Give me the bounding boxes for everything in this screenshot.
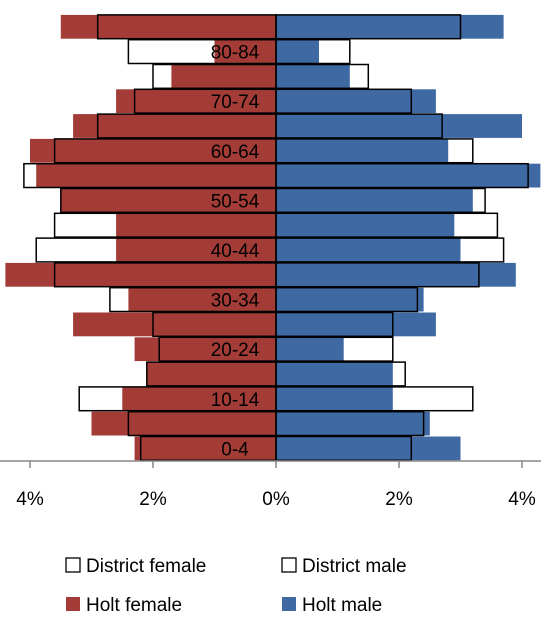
holt-male-bar-70-74 xyxy=(276,89,436,114)
holt-female-bar-25-29 xyxy=(73,312,276,337)
district-male-bar-20-24 xyxy=(275,336,394,362)
x-tick-label: 0% xyxy=(262,489,290,510)
legend-swatch-district-female xyxy=(65,557,81,573)
district-male-bar-80-84 xyxy=(275,38,351,65)
district-male-bar-35-39 xyxy=(275,262,480,288)
x-tick-label: 2% xyxy=(139,489,167,510)
holt-female-bar-10-14 xyxy=(122,386,277,411)
age-label-80-84: 80-84 xyxy=(211,43,260,64)
holt-male-bar-25-29 xyxy=(276,312,436,337)
legend-label-district-female: District female xyxy=(86,556,206,577)
holt-male-bar-65-69 xyxy=(276,114,522,138)
district-male-bar-50-54 xyxy=(275,187,486,214)
holt-male-bar-35-39 xyxy=(276,262,516,287)
holt-male-bar-85+ xyxy=(276,14,504,39)
holt-female-bar-50-54 xyxy=(60,188,277,213)
holt-bars-group xyxy=(5,14,541,461)
district-bars-group xyxy=(23,14,529,462)
holt-female-bar-20-24 xyxy=(134,337,276,362)
holt-female-bar-0-4 xyxy=(134,436,276,461)
holt-female-bar-65-69 xyxy=(73,114,276,138)
legend-swatch-holt-male xyxy=(282,597,296,611)
holt-male-bar-15-19 xyxy=(276,362,393,386)
legend-label-holt-male: Holt male xyxy=(302,595,382,616)
holt-female-bar-75-79 xyxy=(171,64,276,89)
age-labels-group: 0-4 10-14 20-24 30-34 40-44 50-54 60-64 70-74 80… xyxy=(211,43,260,461)
district-male-bar-60-64 xyxy=(275,138,474,164)
holt-male-bar-40-44 xyxy=(276,238,461,262)
age-label-20-24: 20-24 xyxy=(211,340,260,361)
holt-female-bar-35-39 xyxy=(5,262,277,287)
holt-female-bar-15-19 xyxy=(146,362,276,386)
age-label-70-74: 70-74 xyxy=(211,92,260,113)
holt-female-bar-85+ xyxy=(60,14,277,39)
age-label-60-64: 60-64 xyxy=(211,142,260,163)
holt-female-bar-80-84 xyxy=(214,39,276,64)
holt-male-bar-0-4 xyxy=(276,436,461,461)
district-male-bar-45-49 xyxy=(275,212,499,238)
legend-label-district-male: District male xyxy=(302,556,407,577)
holt-male-bar-45-49 xyxy=(276,213,455,238)
x-tick-label: 4% xyxy=(508,489,536,510)
age-label-30-34: 30-34 xyxy=(211,291,260,312)
district-male-bar-40-44 xyxy=(275,237,505,263)
holt-male-bar-60-64 xyxy=(276,138,449,163)
district-male-bar-55-59 xyxy=(275,162,529,189)
holt-female-bar-30-34 xyxy=(128,287,276,312)
district-male-bar-70-74 xyxy=(275,88,413,114)
holt-female-bar-60-64 xyxy=(30,138,276,163)
holt-male-bar-75-79 xyxy=(276,64,350,89)
holt-male-bar-5-9 xyxy=(276,411,430,436)
holt-female-bar-55-59 xyxy=(36,163,277,188)
district-male-bar-30-34 xyxy=(275,286,419,313)
age-label-50-54: 50-54 xyxy=(211,191,260,212)
legend-swatch-district-male xyxy=(281,557,297,573)
holt-male-bar-80-84 xyxy=(276,39,319,64)
district-male-bar-5-9 xyxy=(275,410,425,437)
x-tick-label: 2% xyxy=(385,489,413,510)
holt-female-bar-5-9 xyxy=(91,411,276,436)
holt-female-bar-45-49 xyxy=(116,213,276,238)
legend: District female District male Holt female H… xyxy=(65,556,407,616)
x-tick-label: 4% xyxy=(16,489,44,510)
holt-female-bar-70-74 xyxy=(116,89,276,114)
holt-male-bar-55-59 xyxy=(276,163,541,188)
legend-swatch-holt-female xyxy=(66,597,80,611)
legend-label-holt-female: Holt female xyxy=(86,595,182,616)
district-male-bar-25-29 xyxy=(275,311,394,338)
district-male-bar-65-69 xyxy=(275,113,443,139)
district-male-bar-85+ xyxy=(275,14,462,40)
holt-male-bar-50-54 xyxy=(276,188,473,213)
age-label-40-44: 40-44 xyxy=(211,241,260,262)
holt-male-bar-20-24 xyxy=(276,337,344,362)
holt-female-bar-40-44 xyxy=(116,238,276,262)
age-label-0-4: 0-4 xyxy=(221,439,249,460)
x-axis: 6%4%2%0%2%4%6% xyxy=(0,460,541,510)
district-male-bar-15-19 xyxy=(275,361,406,387)
holt-male-bar-30-34 xyxy=(276,287,424,312)
holt-male-bar-10-14 xyxy=(276,386,393,411)
district-male-bar-10-14 xyxy=(275,386,474,412)
district-male-bar-75-79 xyxy=(275,63,370,90)
age-label-10-14: 10-14 xyxy=(211,390,260,411)
